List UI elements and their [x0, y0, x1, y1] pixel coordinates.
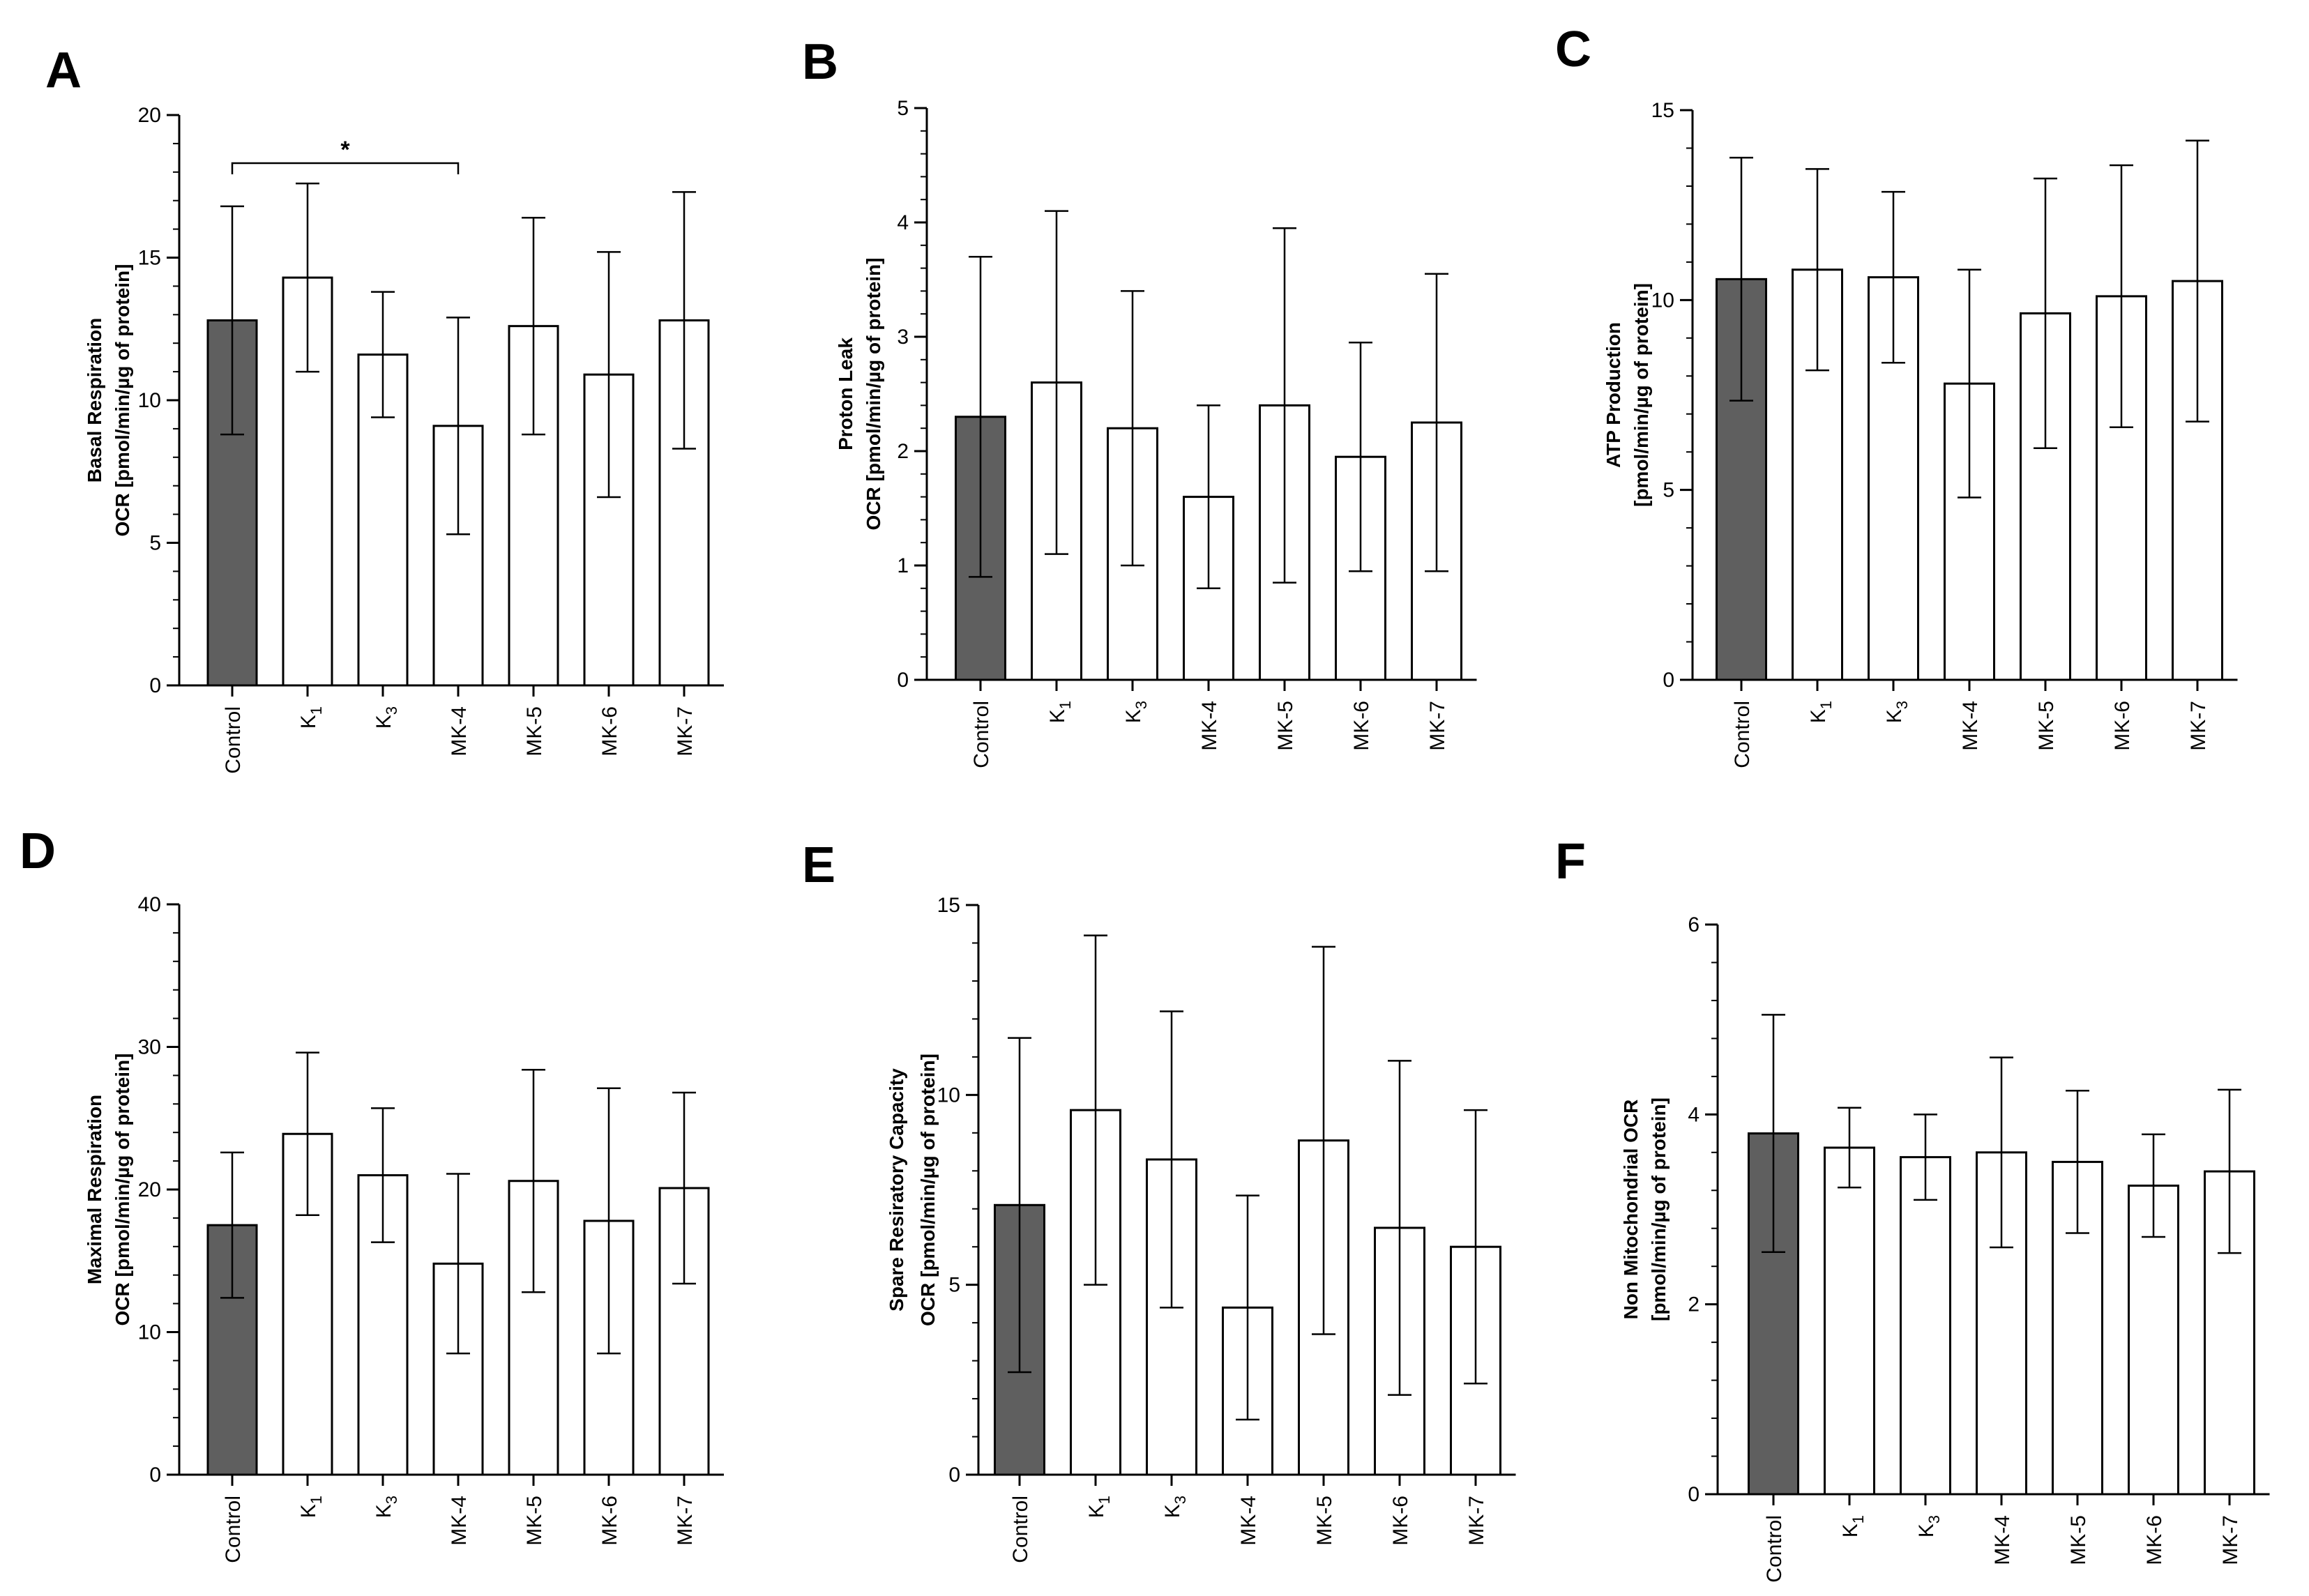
x-tick-label: MK-7 — [2187, 701, 2210, 751]
panel-letter: B — [802, 34, 838, 90]
panel-letter: D — [20, 823, 56, 879]
y-tick-label: 15 — [138, 247, 161, 270]
y-tick-label: 4 — [1688, 1103, 1699, 1126]
bar-k1 — [1824, 1146, 1875, 1496]
y-axis-title-line-2: OCR [pmol/min/µg of protein] — [917, 1054, 939, 1326]
y-axis-title-line-2: OCR [pmol/min/µg of protein] — [112, 264, 133, 537]
x-tick-label: MK-6 — [2111, 701, 2134, 751]
x-tick-label: MK-5 — [1274, 701, 1297, 751]
y-tick-label: 10 — [937, 1084, 960, 1107]
y-tick-label: 0 — [1688, 1483, 1699, 1506]
x-tick-label: MK-5 — [2035, 701, 2058, 751]
x-tick-label: K1 — [1085, 1496, 1113, 1518]
x-tick-label: MK-4 — [1237, 1496, 1260, 1546]
x-tick-label: MK-7 — [1465, 1496, 1488, 1546]
x-tick-label: MK-4 — [448, 706, 471, 757]
x-tick-label: MK-5 — [523, 1496, 546, 1546]
y-tick-label: 4 — [897, 211, 909, 234]
y-tick-label: 20 — [138, 1178, 161, 1201]
panel-e: E 0 5 10 15 Spare Resiratory Capacity OCR [pmo… — [802, 837, 1516, 1563]
x-tick-label: K3 — [1915, 1515, 1943, 1537]
y-axis-title-line-2: [pmol/min/µg of protein] — [1648, 1097, 1670, 1321]
y-axis-title-line-2: OCR [pmol/min/µg of protein] — [863, 258, 884, 531]
panel-c: C 0 5 10 15 ATP Production [pmol/min/µg of pro… — [1555, 22, 2238, 768]
x-tick-label: MK-5 — [1313, 1496, 1336, 1546]
y-tick-label: 10 — [1651, 289, 1674, 312]
y-axis-title-line-2: OCR [pmol/min/µg of protein] — [112, 1054, 133, 1326]
y-tick-label: 15 — [937, 894, 960, 917]
y-axis-title-line-1: Spare Resiratory Capacity — [886, 1068, 907, 1312]
x-tick-label: Control — [1731, 701, 1754, 768]
x-tick-label: Control — [222, 706, 245, 774]
y-axis-title-line-1: Proton Leak — [835, 337, 856, 450]
x-tick-label: K3 — [1161, 1496, 1189, 1518]
y-tick-label: 15 — [1651, 99, 1674, 122]
x-tick-label: MK-6 — [1389, 1496, 1412, 1546]
y-axis-title-line-1: Non Mitochondrial OCR — [1620, 1100, 1642, 1320]
x-tick-label: MK-7 — [674, 1496, 697, 1546]
y-tick-label: 2 — [1688, 1293, 1699, 1316]
x-tick-label: MK-7 — [674, 706, 697, 757]
x-tick-label: MK-4 — [1959, 701, 1982, 751]
y-tick-label: 0 — [948, 1464, 960, 1487]
significance-bracket — [231, 162, 460, 174]
y-tick-label: 3 — [897, 326, 909, 349]
y-tick-label: 1 — [897, 554, 909, 577]
y-tick-label: 0 — [897, 669, 909, 692]
x-tick-label: K1 — [297, 706, 325, 729]
y-tick-label: 5 — [149, 532, 161, 555]
panel-letter: F — [1555, 834, 1586, 890]
x-tick-label: MK-7 — [1426, 701, 1449, 751]
y-tick-label: 10 — [138, 389, 161, 412]
y-tick-label: 5 — [1663, 479, 1674, 502]
x-tick-label: Control — [1763, 1515, 1786, 1583]
bar-k3 — [1900, 1156, 1951, 1496]
x-tick-label: MK-5 — [2067, 1515, 2090, 1565]
x-tick-label: K1 — [1839, 1515, 1867, 1537]
x-tick-label: K3 — [372, 706, 400, 729]
x-tick-label: Control — [970, 701, 993, 768]
y-tick-label: 30 — [138, 1036, 161, 1059]
y-axis-title-line-2: [pmol/min/µg of protein] — [1630, 283, 1652, 507]
x-tick-label: K1 — [1807, 701, 1835, 723]
x-tick-label: K1 — [1046, 701, 1074, 723]
x-tick-label: MK-4 — [448, 1496, 471, 1546]
x-tick-label: MK-5 — [523, 706, 546, 757]
y-tick-label: 10 — [138, 1321, 161, 1344]
y-axis-title-line-1: Basal Respiration — [84, 318, 105, 483]
y-tick-label: 2 — [897, 440, 909, 463]
x-tick-label: K3 — [1883, 701, 1911, 723]
x-tick-label: Control — [1009, 1496, 1032, 1563]
panel-d: D 0 10 20 30 40 Maximal Respiration OCR [pmol/m… — [20, 823, 724, 1563]
panel-letter: A — [45, 43, 82, 98]
x-tick-label: Control — [222, 1496, 245, 1563]
panel-b: B 0 1 2 3 4 5 Proton Leak OCR [pmol/min/µg of pr… — [802, 34, 1477, 768]
x-tick-label: MK-6 — [598, 706, 621, 757]
panel-letter: E — [802, 837, 835, 893]
y-tick-label: 5 — [897, 97, 909, 120]
x-tick-label: K1 — [297, 1496, 325, 1518]
y-axis-title-line-1: ATP Production — [1603, 322, 1624, 468]
y-tick-label: 0 — [149, 1464, 161, 1487]
panel-a: A 0 5 10 15 20 Basal Respiration OCR [pmol/min/… — [45, 43, 724, 774]
significance-label: * — [340, 137, 350, 163]
x-tick-label: MK-6 — [598, 1496, 621, 1546]
x-tick-label: MK-4 — [1198, 701, 1221, 751]
panel-letter: C — [1555, 22, 1591, 77]
y-axis-title-line-1: Maximal Respiration — [84, 1095, 105, 1284]
x-tick-label: K3 — [372, 1496, 400, 1518]
x-tick-label: MK-4 — [1991, 1515, 2014, 1565]
panel-f: F 0 2 4 6 Non Mitochondrial OCR [pmol/min/µg o… — [1555, 834, 2270, 1583]
y-tick-label: 5 — [948, 1274, 960, 1297]
y-tick-label: 0 — [1663, 669, 1674, 692]
y-tick-label: 20 — [138, 104, 161, 127]
y-tick-label: 0 — [149, 674, 161, 697]
y-tick-label: 40 — [138, 893, 161, 916]
x-tick-label: K3 — [1122, 701, 1150, 723]
x-tick-label: MK-6 — [1350, 701, 1373, 751]
x-tick-label: MK-7 — [2219, 1515, 2242, 1565]
y-tick-label: 6 — [1688, 913, 1699, 936]
x-tick-label: MK-6 — [2143, 1515, 2166, 1565]
